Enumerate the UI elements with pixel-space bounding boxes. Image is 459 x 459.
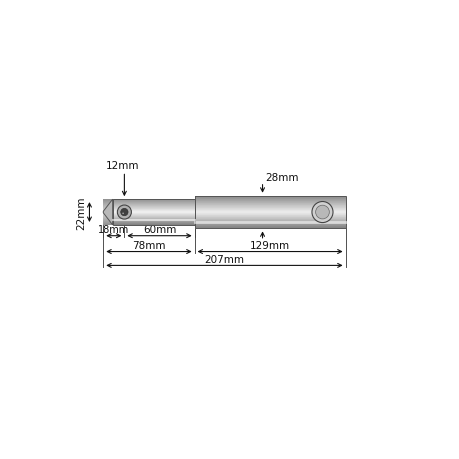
Circle shape	[315, 206, 329, 219]
Text: 60mm: 60mm	[142, 224, 176, 235]
Text: 78mm: 78mm	[132, 241, 165, 251]
Polygon shape	[103, 200, 112, 225]
Text: 18mm: 18mm	[98, 224, 129, 235]
Text: 207mm: 207mm	[204, 254, 244, 264]
Circle shape	[117, 206, 131, 219]
Circle shape	[311, 202, 332, 223]
Bar	[194, 196, 345, 229]
Bar	[112, 200, 194, 225]
Text: 22mm: 22mm	[76, 196, 86, 230]
Text: 28mm: 28mm	[265, 173, 298, 183]
Circle shape	[122, 213, 123, 215]
Text: 12mm: 12mm	[106, 161, 139, 171]
Circle shape	[120, 209, 128, 216]
Text: 129mm: 129mm	[250, 241, 290, 251]
